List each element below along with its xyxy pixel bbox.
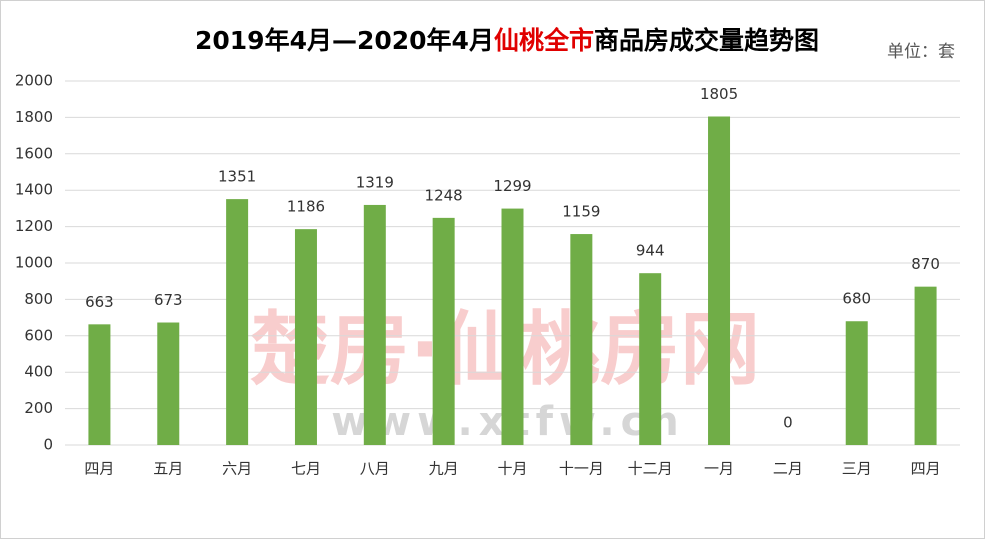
x-tick-label: 一月	[704, 460, 734, 478]
x-tick-label: 八月	[360, 460, 390, 478]
y-tick-label: 1000	[15, 254, 53, 272]
bar	[914, 286, 937, 445]
x-tick-label: 十一月	[559, 460, 604, 478]
chart-title: 2019年4月—2020年4月仙桃全市商品房成交量趋势图	[195, 26, 819, 55]
data-label: 1186	[287, 198, 325, 216]
data-label: 1805	[700, 85, 738, 103]
y-tick-label: 1200	[15, 217, 53, 235]
data-label: 1248	[425, 186, 463, 204]
bar	[294, 229, 317, 445]
x-tick-label: 三月	[842, 460, 872, 478]
x-tick-label: 六月	[222, 460, 252, 478]
y-tick-label: 200	[24, 399, 53, 417]
data-label: 1299	[493, 177, 531, 195]
title-part: 商品房成交量趋势图	[594, 26, 819, 55]
data-label: 680	[842, 290, 871, 308]
bar	[226, 199, 249, 445]
x-tick-label: 十月	[497, 460, 527, 478]
data-label: 663	[85, 293, 114, 311]
x-tick-label: 七月	[291, 460, 321, 478]
y-tick-label: 800	[24, 290, 53, 308]
data-label: 944	[636, 242, 665, 260]
bar	[501, 208, 524, 445]
x-tick-label: 四月	[911, 460, 941, 478]
y-tick-label: 0	[43, 436, 53, 454]
x-tick-label: 二月	[773, 460, 803, 478]
data-label: 673	[154, 291, 183, 309]
y-tick-label: 400	[24, 363, 53, 381]
bar	[363, 204, 386, 445]
x-tick-label: 九月	[429, 460, 459, 478]
title-part: 2019年4月—2020年4月	[195, 26, 494, 55]
y-tick-label: 2000	[15, 72, 53, 90]
data-label: 1319	[356, 173, 394, 191]
bar	[88, 324, 111, 445]
y-tick-label: 600	[24, 326, 53, 344]
data-label: 0	[783, 414, 793, 432]
bar	[845, 321, 868, 445]
data-label: 1159	[562, 203, 600, 221]
bar	[570, 234, 593, 445]
x-tick-label: 十二月	[628, 460, 673, 478]
y-tick-label: 1400	[15, 181, 53, 199]
data-label: 870	[911, 255, 940, 273]
x-tick-label: 四月	[84, 460, 114, 478]
title-part: 仙桃全市	[494, 26, 594, 55]
bar	[432, 217, 455, 445]
unit-label: 单位：套	[887, 42, 955, 62]
x-tick-label: 五月	[153, 460, 183, 478]
y-tick-label: 1600	[15, 144, 53, 162]
bar	[639, 273, 662, 445]
y-tick-label: 1800	[15, 108, 53, 126]
bar	[708, 116, 731, 446]
data-label: 1351	[218, 168, 256, 186]
bar	[157, 322, 180, 445]
